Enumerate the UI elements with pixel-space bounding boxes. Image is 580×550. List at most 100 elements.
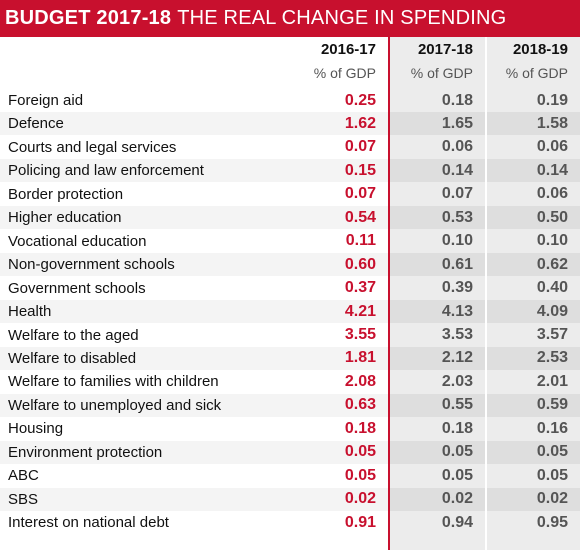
value-cell-2017-18: 4.13 [388,300,485,324]
value-cell-2016-17: 0.11 [345,232,376,250]
row-label: Welfare to families with children [8,373,219,391]
value-cell-2017-18: 3.53 [441,326,473,343]
row-label: Vocational education [8,232,147,250]
value-cell-2018-19: 3.57 [536,326,568,343]
value-cell-2018-19: 0.50 [485,206,580,230]
table-row: Government schools 0.37 0.39 0.40 [0,277,580,300]
row-label: Defence [8,115,64,133]
table-row: Defence 1.62 1.65 1.58 [0,112,580,136]
col-header-2016-17: 2016-17 [320,40,376,58]
row-label: Higher education [8,209,122,227]
value-cell-2017-18: 0.14 [388,159,485,183]
value-cell-2016-17: 3.55 [344,326,376,343]
value-cell-2016-17: 0.60 [344,255,376,273]
value-cell-2016-17: 1.62 [344,114,376,132]
value-cell-2016-17: 0.54 [344,208,376,226]
value-cell-2017-18: 1.65 [388,112,485,136]
row-label: Interest on national debt [8,514,169,532]
row-label: Welfare to disabled [8,349,137,367]
value-cell-2018-19: 0.62 [485,253,580,277]
row-label: Border protection [8,185,124,203]
row-label: Courts and legal services [8,138,177,156]
value-cell-2017-18: 0.39 [441,279,473,297]
value-cell-2017-18: 2.12 [388,346,485,370]
value-cell-2016-17: 0.02 [344,490,376,508]
table-row: Health 4.21 4.13 4.09 [0,300,580,324]
table-row: SBS 0.02 0.02 0.02 [0,487,580,511]
row-label: SBS [8,490,39,508]
table-row: Welfare to the aged 3.55 3.53 3.57 [0,324,580,347]
value-cell-2017-18: 0.10 [441,232,473,250]
table-row: Courts and legal services 0.07 0.06 0.06 [0,136,580,159]
unit-label-2016-17: % of GDP [313,65,376,81]
table-row: Higher education 0.54 0.53 0.50 [0,206,580,230]
year-header-row: 2016-17 2017-18 2018-19 [0,37,580,61]
value-cell-2018-19: 0.95 [536,513,568,531]
value-cell-2018-19: 0.06 [536,185,568,203]
value-cell-2018-19: 0.06 [536,138,568,156]
value-cell-2016-17: 0.05 [344,466,376,484]
col-header-2017-18: 2017-18 [417,40,473,58]
row-label: Policing and law enforcement [8,162,204,180]
table-row: Vocational education 0.11 0.10 0.10 [0,230,580,253]
table-row: Welfare to families with children 2.08 2.0… [0,370,580,393]
value-cell-2017-18: 0.18 [441,91,473,109]
table-row: Policing and law enforcement 0.15 0.14 0.14 [0,159,580,183]
value-cell-2018-19: 1.58 [485,112,580,136]
value-cell-2018-19: 4.09 [485,300,580,324]
value-cell-2017-18: 0.02 [388,487,485,511]
table-row: Foreign aid 0.25 0.18 0.19 [0,89,580,112]
unit-header-row: % of GDP % of GDP % of GDP [0,61,580,85]
value-cell-2018-19: 0.02 [485,487,580,511]
unit-label-2017-18: % of GDP [410,65,473,81]
row-label: Welfare to unemployed and sick [8,396,222,414]
table-row: Welfare to disabled 1.81 2.12 2.53 [0,346,580,370]
value-cell-2017-18: 0.07 [441,185,473,203]
title-rest: THE REAL CHANGE IN SPENDING [177,7,507,29]
value-cell-2016-17: 1.81 [344,349,376,367]
value-cell-2018-19: 0.05 [536,466,568,484]
unit-label-2018-19: % of GDP [505,65,568,81]
row-label: Foreign aid [8,92,84,109]
value-cell-2018-19: 0.40 [536,279,568,297]
value-cell-2018-19: 0.10 [536,232,568,250]
table-row: Border protection 0.07 0.07 0.06 [0,183,580,206]
row-label: Non-government schools [8,256,175,274]
value-cell-2017-18: 0.55 [388,393,485,417]
table-row: ABC 0.05 0.05 0.05 [0,464,580,487]
value-cell-2017-18: 0.18 [441,419,473,437]
row-label: Welfare to the aged [8,326,139,344]
row-label: ABC [8,467,39,485]
value-cell-2018-19: 0.05 [485,440,580,464]
row-label: Health [8,303,52,321]
value-cell-2017-18: 2.03 [441,372,473,390]
value-cell-2016-17: 0.37 [344,279,376,297]
value-cell-2016-17: 0.25 [344,91,376,109]
row-label: Government schools [8,279,146,297]
table-row: Welfare to unemployed and sick 0.63 0.55 0.… [0,393,580,417]
value-cell-2016-17: 0.05 [344,443,376,461]
column-divider-red [388,37,390,550]
row-label: Housing [8,420,64,438]
table-row: Environment protection 0.05 0.05 0.05 [0,440,580,464]
value-cell-2016-17: 0.07 [344,138,376,156]
value-cell-2016-17: 2.08 [344,372,376,390]
value-cell-2018-19: 0.59 [485,393,580,417]
value-cell-2016-17: 0.07 [344,185,376,203]
value-cell-2018-19: 0.16 [536,419,568,437]
value-cell-2017-18: 0.61 [388,253,485,277]
title-bold: BUDGET 2017-18 [5,7,172,29]
value-cell-2016-17: 0.18 [344,419,376,437]
row-label: Environment protection [8,443,163,461]
value-cell-2017-18: 0.05 [441,466,473,484]
table-row: Housing 0.18 0.18 0.16 [0,417,580,440]
table-row: Interest on national debt 0.91 0.94 0.95 [0,511,580,534]
value-cell-2018-19: 2.01 [536,372,568,390]
table-row: Non-government schools 0.60 0.61 0.62 [0,253,580,277]
value-cell-2017-18: 0.06 [441,138,473,156]
value-cell-2017-18: 0.94 [441,513,473,531]
value-cell-2017-18: 0.53 [388,206,485,230]
value-cell-2018-19: 2.53 [485,346,580,370]
col-header-2018-19: 2018-19 [512,40,568,58]
title-banner: BUDGET 2017-18 THE REAL CHANGE IN SPENDI… [0,0,580,37]
